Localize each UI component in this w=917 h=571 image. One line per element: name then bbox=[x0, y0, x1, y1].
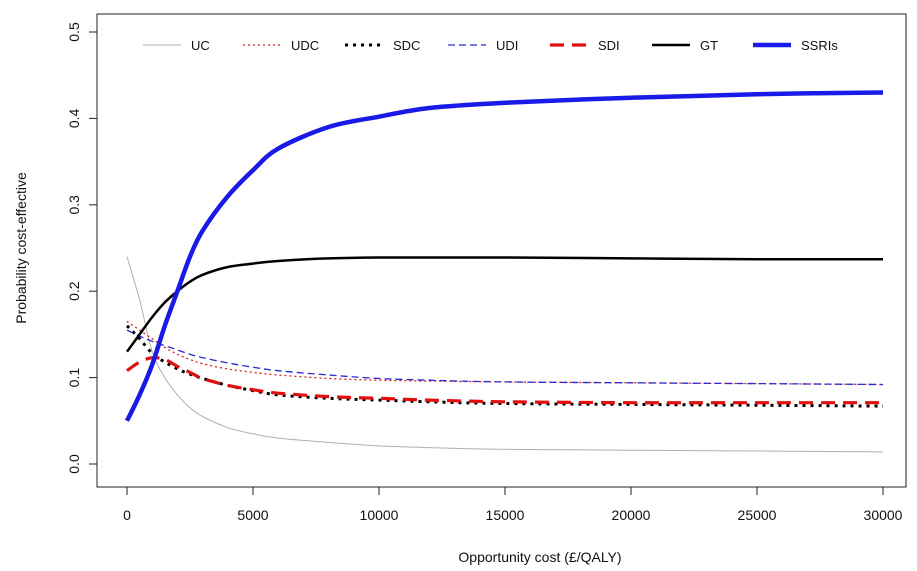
x-tick-label: 25000 bbox=[738, 507, 777, 523]
y-tick-label: 0.0 bbox=[66, 454, 82, 474]
x-tick-label: 30000 bbox=[864, 507, 903, 523]
legend-label-gt: GT bbox=[700, 38, 718, 53]
y-tick-label: 0.4 bbox=[66, 108, 82, 128]
legend-label-sdi: SDI bbox=[598, 38, 620, 53]
series-line-sdi bbox=[126, 356, 883, 405]
y-axis-label: Probability cost-effective bbox=[13, 172, 29, 324]
x-tick-label: 10000 bbox=[360, 507, 399, 523]
legend-label-sdc: SDC bbox=[393, 38, 420, 53]
legend-label-uc: UC bbox=[191, 38, 210, 53]
legend-label-udc: UDC bbox=[291, 38, 319, 53]
series-line-ssris bbox=[124, 90, 884, 422]
x-axis: 0 5000 10000 15000 20000 25000 30000 bbox=[123, 486, 903, 523]
legend-label-udi: UDI bbox=[496, 38, 518, 53]
y-tick-label: 0.1 bbox=[66, 368, 82, 388]
x-tick-label: 15000 bbox=[486, 507, 525, 523]
x-tick-label: 20000 bbox=[612, 507, 651, 523]
y-tick-label: 0.5 bbox=[66, 22, 82, 42]
x-tick-label: 0 bbox=[123, 507, 131, 523]
legend-label-ssris: SSRIs bbox=[801, 38, 838, 53]
series-line-udi bbox=[126, 329, 884, 386]
y-tick-label: 0.2 bbox=[66, 281, 82, 301]
y-tick-label: 0.3 bbox=[66, 195, 82, 215]
x-axis-label: Opportunity cost (£/QALY) bbox=[458, 549, 621, 565]
series-layer bbox=[124, 90, 884, 453]
series-line-sdc bbox=[125, 324, 884, 408]
x-tick-label: 5000 bbox=[237, 507, 268, 523]
legend: UC UDC SDC UDI SDI GT SSRIs bbox=[143, 38, 838, 53]
y-axis: 0.0 0.1 0.2 0.3 0.4 0.5 bbox=[66, 22, 98, 474]
series-line-uc bbox=[126, 256, 884, 453]
series-line-gt bbox=[125, 256, 884, 353]
